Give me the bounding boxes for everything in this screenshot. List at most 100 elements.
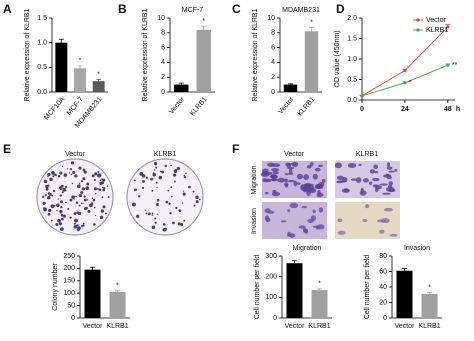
legend-marker xyxy=(416,28,420,32)
y-tick-label: 8 xyxy=(271,30,275,37)
colony xyxy=(70,161,75,165)
bar xyxy=(74,68,86,92)
significance: * xyxy=(79,58,82,65)
cell xyxy=(264,208,271,214)
colony xyxy=(73,198,75,200)
colony xyxy=(138,195,141,198)
cell xyxy=(386,176,392,180)
colony xyxy=(156,198,160,202)
colony xyxy=(83,170,87,174)
bar xyxy=(396,270,413,318)
colony xyxy=(64,185,68,189)
bar xyxy=(55,42,68,92)
colony xyxy=(71,182,74,185)
cell xyxy=(373,164,378,170)
colony xyxy=(145,176,149,179)
colony xyxy=(59,171,63,175)
significance: * xyxy=(97,72,100,79)
panel-label: B xyxy=(118,2,127,16)
series-line xyxy=(361,26,449,97)
colony xyxy=(134,189,136,192)
cell xyxy=(385,173,390,177)
cell xyxy=(307,218,314,223)
colony xyxy=(59,194,62,197)
y-tick-label: 2.0 xyxy=(347,15,357,22)
colony xyxy=(180,223,184,226)
colony xyxy=(151,225,156,230)
y-tick-label: 1.5 xyxy=(37,15,47,22)
colony xyxy=(82,224,85,227)
colony xyxy=(174,168,178,172)
colony xyxy=(93,187,97,191)
cell xyxy=(280,220,287,223)
x-tick-label: Vector xyxy=(395,323,416,330)
x-tick-label: 48 xyxy=(444,106,452,113)
colony xyxy=(170,164,172,167)
colony xyxy=(168,202,171,205)
colony xyxy=(145,212,148,215)
colony xyxy=(83,198,87,202)
colony xyxy=(43,179,48,184)
cell xyxy=(287,231,292,237)
x-tick-label: KLRB1 xyxy=(189,96,209,118)
colony xyxy=(172,221,175,225)
y-tick-label: 300 xyxy=(265,253,277,260)
cell xyxy=(265,191,269,195)
x-axis-label: h xyxy=(456,106,460,113)
y-tick-label: 0 xyxy=(161,89,165,96)
cell xyxy=(288,172,294,175)
colony xyxy=(80,180,84,183)
colony xyxy=(92,198,96,202)
cell xyxy=(386,166,393,170)
colony xyxy=(73,222,76,225)
colony-plate xyxy=(36,158,114,236)
colony xyxy=(151,190,154,192)
colony xyxy=(58,222,63,226)
cell xyxy=(362,178,369,183)
point xyxy=(446,25,450,29)
colony xyxy=(164,164,168,168)
colony xyxy=(162,228,167,232)
cell xyxy=(267,162,275,167)
significance: * xyxy=(318,281,321,288)
cell xyxy=(303,174,310,181)
y-tick-label: 1.0 xyxy=(37,40,47,47)
colony xyxy=(67,207,70,210)
y-tick-label: 0 xyxy=(273,315,277,322)
cell xyxy=(347,163,357,168)
colony xyxy=(57,218,61,223)
x-tick-label: KLRB1 xyxy=(297,96,317,118)
y-tick-label: 100 xyxy=(265,294,277,301)
cell xyxy=(301,205,308,209)
cell xyxy=(284,173,289,176)
colony xyxy=(170,186,173,189)
colony xyxy=(60,200,63,204)
cell xyxy=(341,177,348,183)
colony xyxy=(153,161,158,166)
colony xyxy=(178,209,182,213)
colony xyxy=(79,182,81,184)
colony xyxy=(75,195,77,198)
y-axis-label: OD value (450nm) xyxy=(334,30,341,87)
chart-title: MCF-7 xyxy=(182,7,203,14)
significance: * xyxy=(428,284,431,291)
colony xyxy=(97,171,100,173)
cell xyxy=(287,209,291,213)
colony xyxy=(100,209,105,213)
y-tick-label: 2 xyxy=(161,74,165,81)
colony xyxy=(86,199,89,201)
cell xyxy=(337,218,343,223)
colony xyxy=(93,223,96,226)
colony xyxy=(102,205,106,209)
cell xyxy=(309,188,317,194)
cell xyxy=(380,220,390,223)
colony xyxy=(47,212,51,216)
y-tick-label: 1.0 xyxy=(347,56,357,63)
colony xyxy=(93,206,96,209)
colony xyxy=(99,179,102,182)
colony xyxy=(54,205,56,207)
colony xyxy=(85,206,88,210)
colony xyxy=(97,173,101,178)
significance: * xyxy=(409,80,412,87)
